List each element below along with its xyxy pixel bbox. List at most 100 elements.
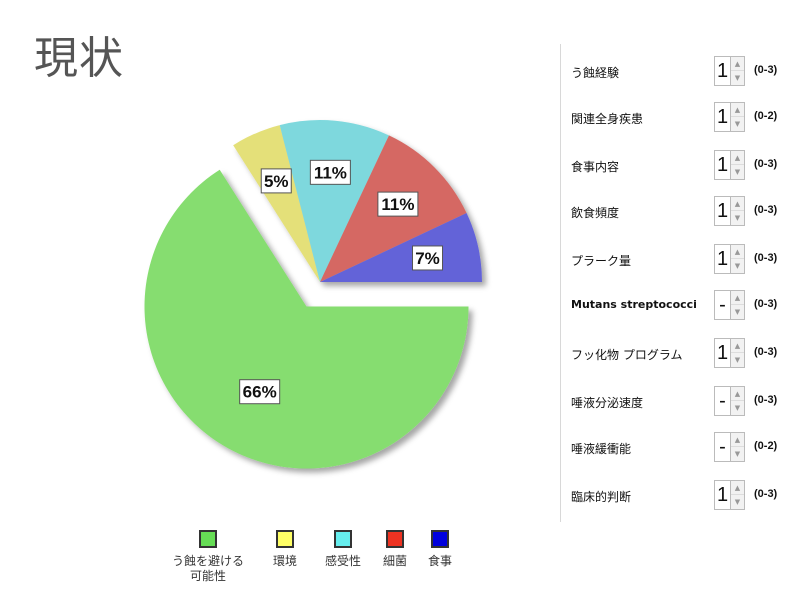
form-row: 飲食頻度 1 ▲ ▼ (0-3) [571, 196, 796, 226]
legend-label: 細菌 [382, 554, 407, 568]
down-arrow-icon[interactable]: ▼ [734, 308, 741, 316]
pie-data-label: 7% [412, 245, 444, 271]
score-stepper[interactable]: - ▲ ▼ [714, 386, 745, 416]
score-stepper[interactable]: - ▲ ▼ [714, 290, 745, 320]
up-arrow-icon[interactable]: ▲ [731, 151, 744, 165]
up-arrow-icon[interactable]: ▲ [731, 387, 744, 401]
score-input[interactable]: 1 [714, 480, 730, 510]
score-stepper[interactable]: 1 ▲ ▼ [714, 196, 745, 226]
score-range: (0-3) [754, 394, 778, 406]
form-row: 臨床的判断 1 ▲ ▼ (0-3) [571, 480, 796, 510]
svg-text:66%: 66% [243, 383, 277, 402]
up-arrow-icon[interactable]: ▲ [731, 57, 744, 71]
legend-item: 環境 [263, 530, 307, 569]
score-stepper[interactable]: 1 ▲ ▼ [714, 56, 745, 86]
pie-data-label: 11% [309, 159, 351, 185]
score-range: (0-3) [754, 64, 778, 76]
score-input[interactable]: 1 [714, 338, 730, 368]
form-row-label: 飲食頻度 [571, 206, 620, 220]
form-row: 唾液緩衝能 - ▲ ▼ (0-2) [571, 432, 796, 462]
score-stepper[interactable]: 1 ▲ ▼ [714, 102, 745, 132]
stepper-buttons: ▲ ▼ [730, 480, 745, 510]
score-input[interactable]: 1 [714, 102, 730, 132]
down-arrow-icon[interactable]: ▼ [734, 214, 741, 222]
stepper-buttons: ▲ ▼ [730, 196, 745, 226]
legend-swatch [386, 530, 404, 548]
stepper-buttons: ▲ ▼ [730, 338, 745, 368]
panel-divider [560, 44, 561, 522]
stepper-buttons: ▲ ▼ [730, 386, 745, 416]
score-input[interactable]: 1 [714, 196, 730, 226]
score-input[interactable]: - [714, 386, 730, 416]
down-arrow-icon[interactable]: ▼ [734, 498, 741, 506]
score-input[interactable]: 1 [714, 150, 730, 180]
score-range: (0-2) [754, 440, 778, 452]
stepper-buttons: ▲ ▼ [730, 102, 745, 132]
svg-text:11%: 11% [381, 195, 414, 214]
form-row: Mutans streptococci - ▲ ▼ (0-3) [571, 290, 796, 320]
legend-swatch [334, 530, 352, 548]
stepper-buttons: ▲ ▼ [730, 150, 745, 180]
score-range: (0-3) [754, 158, 778, 170]
stepper-buttons: ▲ ▼ [730, 56, 745, 86]
up-arrow-icon[interactable]: ▲ [731, 197, 744, 211]
score-stepper[interactable]: 1 ▲ ▼ [714, 150, 745, 180]
down-arrow-icon[interactable]: ▼ [734, 450, 741, 458]
score-range: (0-2) [754, 110, 778, 122]
legend-item: 食事 [420, 530, 460, 569]
score-stepper[interactable]: 1 ▲ ▼ [714, 480, 745, 510]
form-row: フッ化物 プログラム 1 ▲ ▼ (0-3) [571, 338, 796, 368]
score-input[interactable]: 1 [714, 56, 730, 86]
down-arrow-icon[interactable]: ▼ [734, 404, 741, 412]
svg-text:7%: 7% [415, 249, 440, 268]
score-range: (0-3) [754, 204, 778, 216]
pie-data-label: 11% [377, 191, 419, 217]
stepper-buttons: ▲ ▼ [730, 290, 745, 320]
up-arrow-icon[interactable]: ▲ [731, 103, 744, 117]
form-row-label: 唾液分泌速度 [571, 396, 644, 410]
down-arrow-icon[interactable]: ▼ [734, 356, 741, 364]
up-arrow-icon[interactable]: ▲ [731, 433, 744, 447]
legend-label: 食事 [427, 554, 452, 568]
form-row-label: 臨床的判断 [571, 490, 632, 504]
pie-chart: 66% 5% 11% 11% 7% [144, 120, 482, 469]
pie-slice [279, 120, 389, 282]
score-range: (0-3) [754, 298, 778, 310]
up-arrow-icon[interactable]: ▲ [731, 245, 744, 259]
down-arrow-icon[interactable]: ▼ [734, 168, 741, 176]
form-row: 関連全身疾患 1 ▲ ▼ (0-2) [571, 102, 796, 132]
pie-slice [144, 169, 469, 469]
down-arrow-icon[interactable]: ▼ [734, 120, 741, 128]
form-row: 食事内容 1 ▲ ▼ (0-3) [571, 150, 796, 180]
legend-label: 感受性 [324, 554, 361, 568]
svg-text:11%: 11% [314, 163, 347, 182]
score-input[interactable]: - [714, 290, 730, 320]
form-row-label: プラーク量 [571, 254, 632, 268]
legend-swatch [431, 530, 449, 548]
page-title: 現状 [34, 33, 124, 84]
form-row-label: Mutans streptococci [571, 298, 697, 311]
form-row-label: う蝕経験 [571, 66, 620, 80]
form-row-label: 関連全身疾患 [571, 112, 644, 126]
legend-label: う蝕を避ける 可能性 [171, 554, 244, 583]
up-arrow-icon[interactable]: ▲ [731, 291, 744, 305]
form-row-label: フッ化物 プログラム [571, 348, 683, 362]
down-arrow-icon[interactable]: ▼ [734, 262, 741, 270]
score-stepper[interactable]: 1 ▲ ▼ [714, 338, 745, 368]
pie-data-label: 66% [239, 379, 281, 405]
up-arrow-icon[interactable]: ▲ [731, 339, 744, 353]
pie-data-label: 5% [260, 168, 292, 194]
down-arrow-icon[interactable]: ▼ [734, 74, 741, 82]
stepper-buttons: ▲ ▼ [730, 244, 745, 274]
svg-text:5%: 5% [264, 172, 289, 191]
score-range: (0-3) [754, 252, 778, 264]
score-stepper[interactable]: 1 ▲ ▼ [714, 244, 745, 274]
legend-swatch [276, 530, 294, 548]
score-stepper[interactable]: - ▲ ▼ [714, 432, 745, 462]
form-row: プラーク量 1 ▲ ▼ (0-3) [571, 244, 796, 274]
pie-slice [233, 125, 320, 282]
score-range: (0-3) [754, 346, 778, 358]
score-input[interactable]: - [714, 432, 730, 462]
up-arrow-icon[interactable]: ▲ [731, 481, 744, 495]
score-input[interactable]: 1 [714, 244, 730, 274]
